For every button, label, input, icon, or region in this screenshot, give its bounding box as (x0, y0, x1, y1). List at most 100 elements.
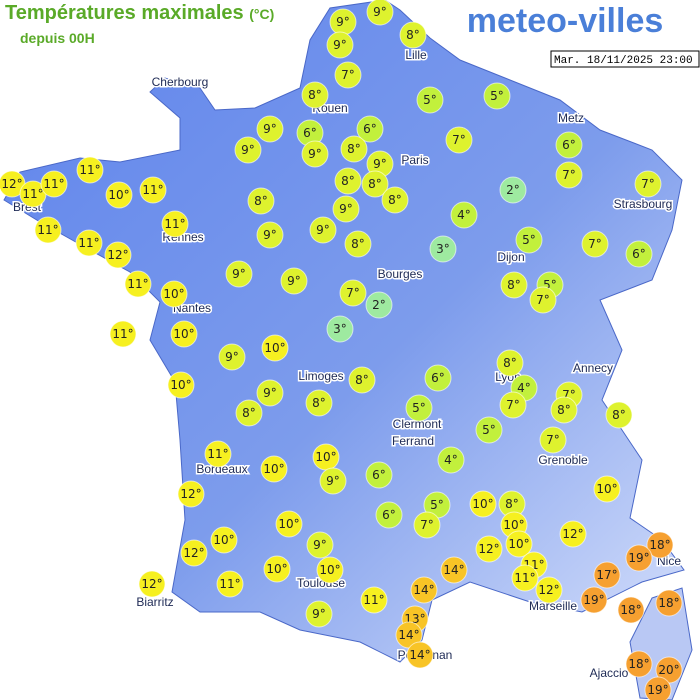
temp-marker (170, 320, 198, 348)
temp-label: 7° (562, 168, 576, 182)
temp-label: 11° (79, 163, 100, 177)
temp-label: 18° (620, 603, 641, 617)
temp-marker (260, 455, 288, 483)
temp-label: 5° (482, 423, 496, 437)
temp-label: 14° (409, 648, 430, 662)
temp-label: 12° (180, 487, 201, 501)
temp-label: 10° (315, 450, 336, 464)
temp-label: 8° (557, 403, 571, 417)
map-subtitle: depuis 00H (20, 30, 95, 46)
temp-marker (581, 230, 609, 258)
temp-label: 3° (333, 322, 347, 336)
temp-label: 8° (347, 142, 361, 156)
temp-marker (515, 226, 543, 254)
temp-marker (475, 416, 503, 444)
temp-label: 11° (112, 327, 133, 341)
temp-marker (218, 343, 246, 371)
temp-marker (210, 526, 238, 554)
temp-marker (76, 156, 104, 184)
temp-label: 9° (225, 350, 239, 364)
city-label: Metz (558, 111, 584, 125)
temp-marker (475, 535, 503, 563)
temp-marker (301, 140, 329, 168)
temp-label: 20° (658, 663, 679, 677)
temp-marker (416, 86, 444, 114)
city-label: Bordeaux (196, 462, 247, 476)
temp-label: 10° (503, 518, 524, 532)
temp-label: 2° (506, 183, 520, 197)
city-label: Annecy (573, 361, 613, 375)
temp-marker (424, 364, 452, 392)
temp-label: 11° (22, 187, 43, 201)
title-unit: (°C) (249, 6, 274, 22)
temp-label: 11° (37, 223, 58, 237)
temp-label: 5° (490, 89, 504, 103)
temp-label: 11° (219, 577, 240, 591)
temp-marker (450, 201, 478, 229)
city-label: Clermont (393, 417, 442, 431)
city-label: Dijon (497, 250, 524, 264)
temp-marker (326, 315, 354, 343)
temp-label: 8° (507, 278, 521, 292)
temp-marker (316, 556, 344, 584)
temp-label: 8° (312, 396, 326, 410)
temp-marker (605, 401, 633, 429)
temp-label: 9° (339, 202, 353, 216)
temp-marker (655, 589, 683, 617)
temp-marker (535, 576, 563, 604)
temp-marker (365, 291, 393, 319)
temp-marker (326, 31, 354, 59)
temp-label: 8° (406, 28, 420, 42)
temp-label: 7° (452, 133, 466, 147)
temp-label: 5° (430, 498, 444, 512)
temp-marker (256, 115, 284, 143)
temp-marker (305, 389, 333, 417)
temp-marker (109, 320, 137, 348)
temp-marker (593, 475, 621, 503)
temp-label: 7° (420, 518, 434, 532)
temp-marker (34, 216, 62, 244)
temp-label: 9° (287, 274, 301, 288)
temp-label: 9° (263, 228, 277, 242)
temp-marker (429, 235, 457, 263)
temp-marker (256, 379, 284, 407)
temp-label: 17° (596, 568, 617, 582)
temp-label: 11° (514, 571, 535, 585)
temp-label: 7° (536, 293, 550, 307)
temp-marker (301, 81, 329, 109)
city-label: Bourges (378, 267, 423, 281)
temp-marker (496, 349, 524, 377)
temp-marker (644, 676, 672, 700)
temp-marker (104, 241, 132, 269)
temp-label: 5° (522, 233, 536, 247)
title-text: Températures maximales (5, 2, 244, 24)
temp-label: 6° (303, 126, 317, 140)
temp-label: 11° (207, 447, 228, 461)
temp-label: 5° (412, 401, 426, 415)
temp-marker (646, 531, 674, 559)
temp-marker (634, 170, 662, 198)
temp-marker (413, 511, 441, 539)
temp-label: 12° (1, 177, 22, 191)
temp-label: 9° (308, 147, 322, 161)
temp-marker (139, 176, 167, 204)
temp-label: 8° (341, 174, 355, 188)
temp-marker (555, 161, 583, 189)
temp-label: 12° (141, 577, 162, 591)
temp-label: 9° (312, 607, 326, 621)
city-label: Ajaccio (590, 666, 629, 680)
temp-marker (550, 396, 578, 424)
temp-label: 9° (263, 122, 277, 136)
temp-marker (499, 176, 527, 204)
temp-marker (625, 544, 653, 572)
temp-label: 14° (413, 583, 434, 597)
temp-label: 10° (213, 533, 234, 547)
temp-marker (500, 271, 528, 299)
temp-label: 11° (78, 236, 99, 250)
temp-marker (511, 564, 539, 592)
temp-label: 11° (164, 217, 185, 231)
temp-marker (340, 135, 368, 163)
temp-label: 12° (478, 542, 499, 556)
temp-marker (247, 187, 275, 215)
